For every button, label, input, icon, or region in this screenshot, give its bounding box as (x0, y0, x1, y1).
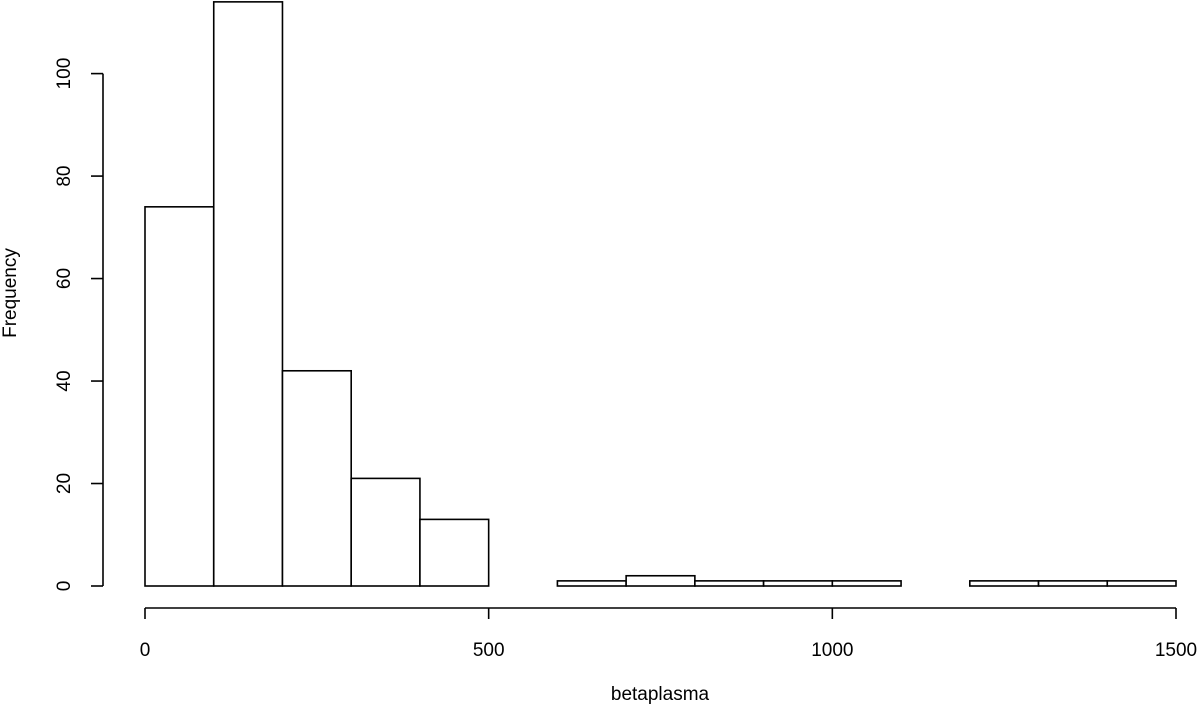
histogram-bar-600-700 (556, 580, 627, 587)
y-axis-ticks: 0 20 40 60 80 100 (54, 58, 103, 592)
y-tick-label: 20 (54, 473, 75, 494)
y-tick-label: 100 (54, 58, 75, 90)
x-tick-label: 1000 (811, 640, 853, 661)
y-axis: 0 20 40 60 80 100 (54, 58, 104, 592)
histogram-bar-800-900 (694, 580, 765, 587)
histogram-bar-400-500 (419, 518, 490, 587)
y-tick-label: 80 (54, 166, 75, 187)
histogram-bar-900-1000 (762, 580, 834, 587)
x-axis: 0 500 1000 1500 (140, 607, 1197, 661)
y-tick-label: 60 (54, 268, 75, 289)
histogram-bar-0-100 (144, 206, 215, 587)
x-tick-label: 1500 (1155, 640, 1197, 661)
histogram-bar-700-800 (625, 574, 696, 587)
histogram-bar-200-300 (281, 369, 353, 587)
y-axis-label: Frequency (0, 248, 21, 338)
y-tick-label: 40 (54, 370, 75, 391)
histogram-bar-1200-1300 (968, 580, 1040, 587)
x-axis-label: betaplasma (611, 684, 710, 705)
histogram-bar-1300-1400 (1037, 580, 1109, 587)
x-axis-ticks: 0 500 1000 1500 (140, 608, 1197, 661)
histogram-bar-100-200 (212, 1, 284, 587)
x-tick-label: 500 (473, 640, 505, 661)
histogram-bar-300-400 (350, 477, 421, 587)
bars-group (144, 1, 1177, 587)
x-tick-label: 0 (140, 640, 151, 661)
y-tick-label: 0 (54, 581, 75, 592)
histogram-bar-1400-1500 (1106, 580, 1177, 587)
histogram-bar-1000-1100 (831, 580, 902, 587)
